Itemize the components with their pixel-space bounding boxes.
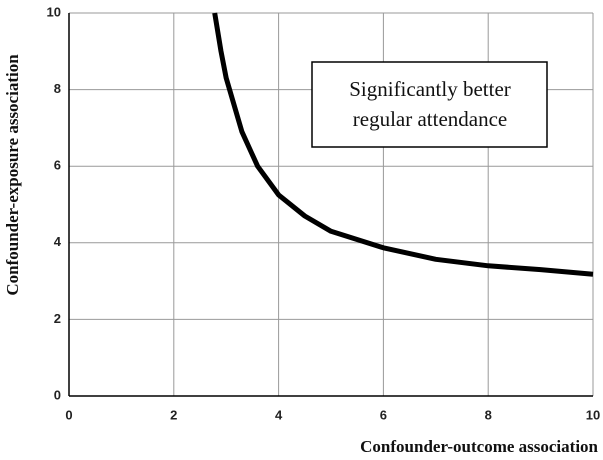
y-tick-label: 10 (47, 4, 61, 19)
x-tick-label: 10 (586, 407, 600, 422)
x-tick-label: 0 (65, 407, 72, 422)
y-tick-label: 2 (54, 311, 61, 326)
x-axis-title: Confounder-outcome association (360, 437, 598, 456)
annotation-text: regular attendance (353, 107, 508, 131)
y-tick-label: 4 (54, 234, 62, 249)
x-tick-label: 4 (275, 407, 283, 422)
annotation-box (311, 61, 548, 148)
x-tick-label: 8 (485, 407, 492, 422)
x-tick-label: 6 (380, 407, 387, 422)
annotation-text: Significantly better (349, 77, 511, 101)
curve (212, 12, 594, 277)
y-tick-label: 8 (54, 81, 61, 96)
y-tick-label: 0 (54, 387, 61, 402)
y-tick-label: 6 (54, 158, 61, 173)
x-tick-label: 2 (170, 407, 177, 422)
y-axis-title: Confounder-exposure association (3, 54, 22, 296)
